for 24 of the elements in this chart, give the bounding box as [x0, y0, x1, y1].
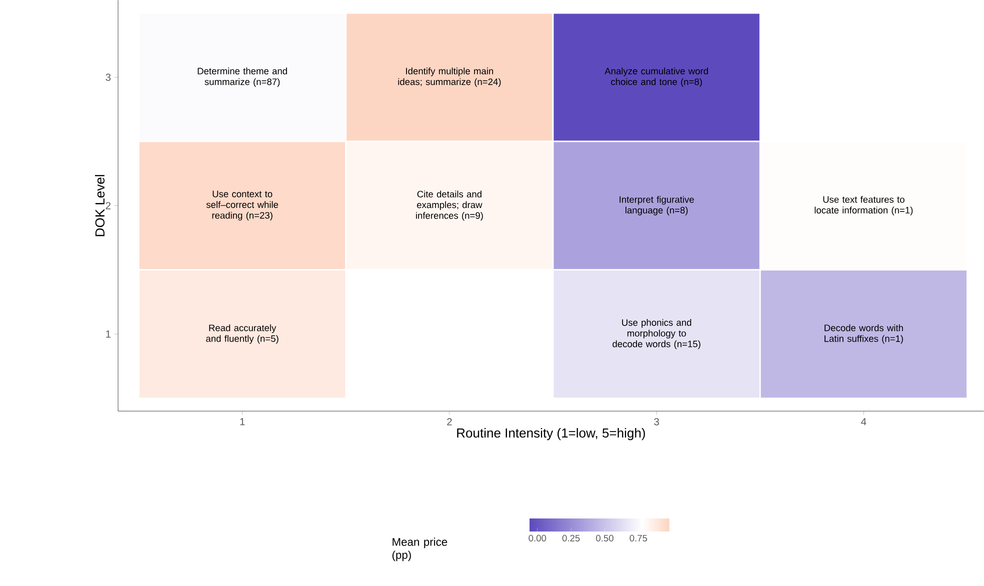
annotation: Analyze cumulative word choice and tone (n=8) [604, 68, 708, 88]
color-bar-label: 0.50 [596, 535, 614, 542]
x-tick-label: 1 [240, 418, 245, 426]
y-tick-label: 3 [106, 74, 111, 81]
annotation: Identify multiple main ideas; summarize (n=24) [398, 68, 501, 88]
annotation: Use phonics and morphology to decode words (n=15) [612, 319, 700, 350]
x-tick-label: 4 [861, 418, 866, 426]
y-tick-label: 1 [106, 330, 111, 338]
annotation: Interpret figurative language (n=8) [620, 196, 694, 216]
annotation: Use text features to locate information (n=1) [814, 196, 913, 216]
y-axis-title: DOK Level [94, 175, 105, 236]
annotation: Read accurately and fluently (n=5) [206, 324, 278, 344]
x-tick-label: 3 [654, 418, 659, 426]
legend-title: Mean price (pp) [392, 538, 448, 562]
annotation: Cite details and examples; draw inferences (n=9) [416, 190, 483, 221]
x-axis-title: Routine Intensity (1=low, 5=high) [457, 428, 645, 440]
annotation: Decode words with Latin suffixes (n=1) [824, 324, 903, 344]
annotation: Determine theme and summarize (n=87) [198, 68, 287, 88]
x-tick-label: 2 [447, 418, 452, 426]
y-tick-label: 2 [106, 202, 111, 210]
color-bar-label: 0.75 [630, 535, 648, 542]
color-bar-label: 0.25 [562, 535, 580, 542]
annotation: Use context to self–correct while reading (n=23) [206, 190, 278, 221]
color-bar-label: 0.00 [528, 535, 546, 542]
